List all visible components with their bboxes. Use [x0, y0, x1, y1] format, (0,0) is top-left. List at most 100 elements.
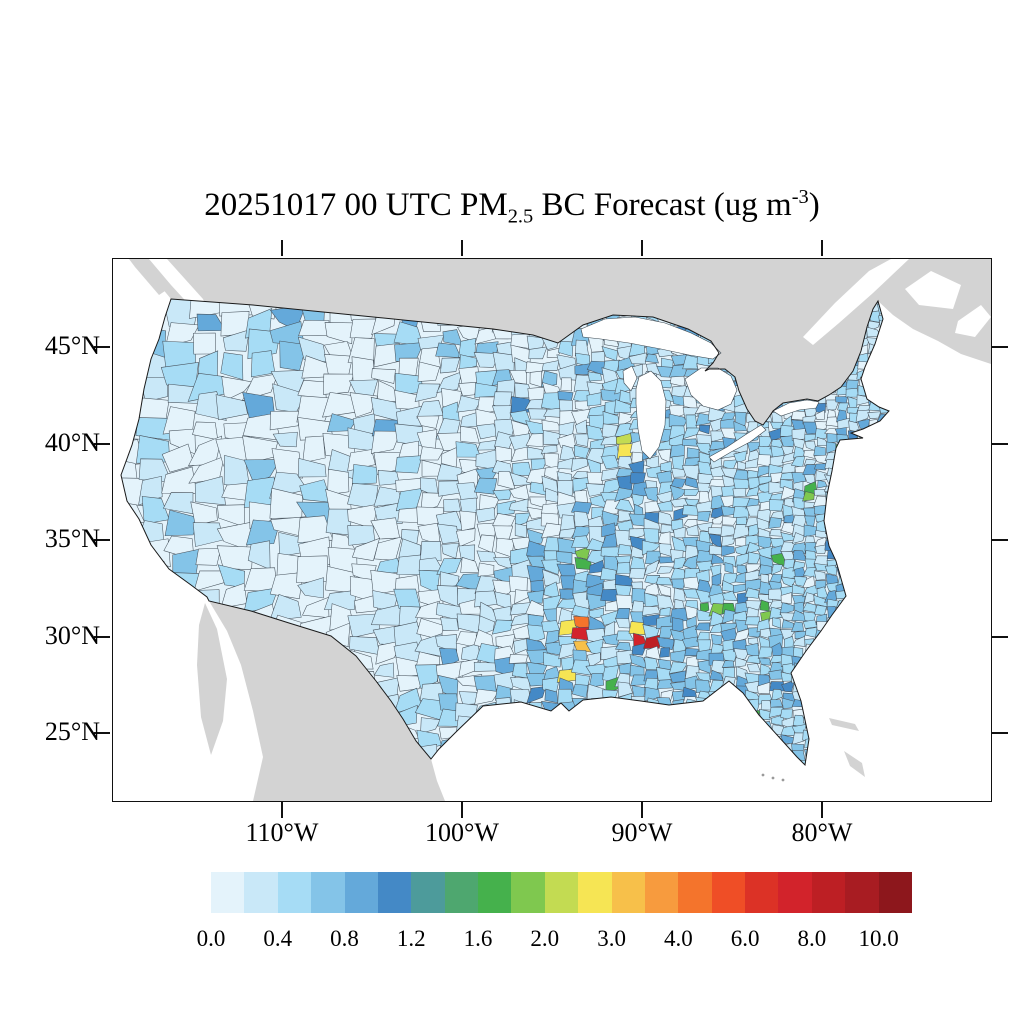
- county-cell: [269, 593, 302, 621]
- county-cell: [540, 444, 558, 455]
- county-cell: [617, 411, 635, 428]
- county-cell: [815, 580, 827, 589]
- lon-tick-label: 80°W: [791, 818, 853, 847]
- county-cell: [420, 492, 445, 512]
- county-cell: [735, 619, 749, 633]
- county-cell: [525, 433, 544, 448]
- county-cell: [351, 464, 378, 485]
- canada-landmass: [138, 259, 991, 425]
- county-cell: [643, 634, 662, 649]
- county-cell: [477, 562, 495, 577]
- colorbar-cell: [544, 872, 579, 913]
- county-cell: [302, 435, 326, 464]
- county-cell: [770, 699, 783, 708]
- county-cell: [541, 360, 560, 371]
- county-cell: [492, 606, 513, 623]
- county-cell: [616, 562, 631, 574]
- county-cell: [695, 672, 712, 683]
- county-cell: [814, 428, 828, 441]
- county-cell: [814, 544, 828, 554]
- county-cell: [712, 513, 727, 525]
- county-cell: [416, 415, 440, 429]
- lat-tick-label: 25°N: [44, 717, 100, 746]
- county-cell: [756, 681, 771, 694]
- county-cell: [164, 509, 200, 536]
- county-cell: [525, 673, 547, 687]
- county-cell: [297, 577, 324, 599]
- county-cell: [699, 424, 711, 435]
- county-cell: [419, 446, 445, 461]
- county-cell: [673, 556, 688, 570]
- colorbar-cell: [878, 872, 912, 913]
- colorbar-tick-label: 0.0: [196, 926, 226, 951]
- county-cell: [458, 338, 476, 358]
- county-cell: [215, 394, 248, 421]
- bahamas-island: [844, 751, 865, 777]
- colorbar-tick-label: 1.2: [396, 926, 426, 951]
- county-cell: [271, 448, 303, 479]
- lon-tick-label: 110°W: [245, 818, 319, 847]
- county-cell: [769, 529, 783, 537]
- colorbar-cell: [344, 872, 378, 913]
- county-cell: [440, 357, 461, 374]
- county-cell: [586, 652, 601, 668]
- county-cell: [543, 651, 562, 668]
- florida-keys: [771, 776, 775, 780]
- lat-tick-right: [991, 539, 1008, 541]
- county-cell: [771, 688, 784, 702]
- colorbar-cell: [678, 872, 712, 913]
- county-cell: [221, 376, 253, 402]
- colorbar-cell: [778, 872, 812, 913]
- colorbar-tick-label: 1.6: [463, 926, 493, 951]
- county-cell: [659, 606, 671, 616]
- county-cell: [867, 411, 882, 419]
- county-cell: [327, 468, 350, 495]
- county-cell: [528, 346, 548, 360]
- county-cell: [492, 489, 513, 501]
- county-cell: [417, 361, 441, 382]
- county-cell: [697, 510, 711, 522]
- county-cell: [744, 569, 760, 583]
- county-cell: [721, 660, 735, 668]
- county-cell: [587, 371, 603, 382]
- county-cell: [686, 524, 699, 536]
- county-cell: [571, 526, 593, 540]
- lat-tick: [94, 443, 111, 445]
- county-cell: [349, 318, 377, 339]
- county-cell: [556, 480, 574, 497]
- county-cell: [458, 544, 476, 561]
- county-cell: [781, 680, 795, 693]
- county-cell: [792, 636, 806, 647]
- colorbar-cell: [311, 872, 345, 913]
- county-cell: [511, 662, 528, 679]
- county-cell: [194, 476, 226, 506]
- county-cell: [491, 619, 515, 635]
- county-cell: [855, 409, 871, 423]
- county-cell: [476, 439, 499, 451]
- lon-tick-top: [641, 240, 643, 257]
- county-cell: [298, 458, 327, 478]
- lat-tick-label: 35°N: [44, 524, 100, 553]
- county-cell: [697, 659, 711, 674]
- county-cell: [588, 672, 605, 688]
- county-cell: [560, 377, 573, 392]
- county-cell: [656, 583, 672, 597]
- county-cell: [414, 383, 441, 403]
- florida-keys: [761, 773, 765, 777]
- colorbar-cell: [511, 872, 545, 913]
- county-cell: [543, 430, 561, 446]
- lon-tick-top: [281, 240, 283, 257]
- lat-tick-label: 45°N: [44, 331, 100, 360]
- county-cell: [349, 392, 379, 418]
- county-cell: [571, 659, 591, 676]
- vancouver-island: [129, 259, 171, 295]
- county-cell: [508, 498, 529, 513]
- colorbar-tick-label: 10.0: [858, 926, 899, 951]
- county-cell: [443, 498, 462, 512]
- maritime-water: [955, 305, 991, 337]
- county-cell: [526, 686, 547, 704]
- county-cell: [791, 472, 806, 484]
- county-cell: [792, 560, 805, 572]
- county-cell: [744, 616, 761, 626]
- county-cell: [460, 425, 480, 444]
